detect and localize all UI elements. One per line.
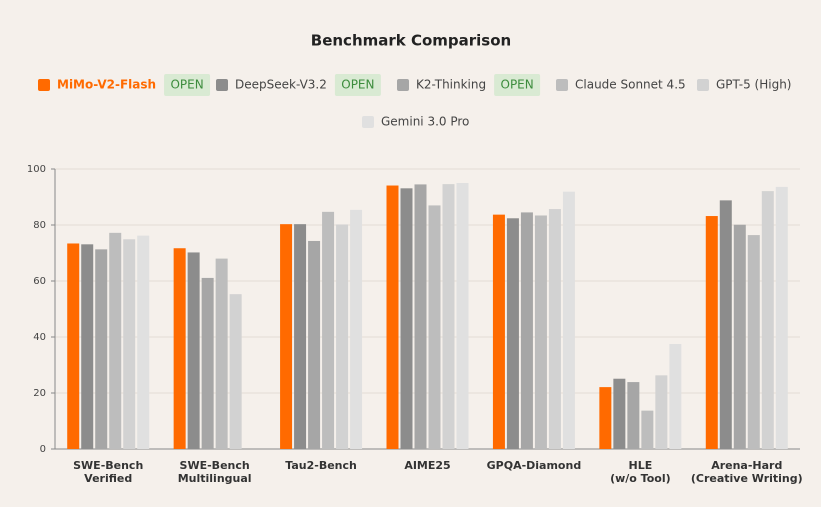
legend-label: Claude Sonnet 4.5 [575,78,686,92]
bar [627,382,640,449]
chart-title: Benchmark Comparison [311,32,511,50]
bar [201,277,214,449]
open-badge-label: OPEN [170,78,203,92]
bar [308,240,321,449]
bar [599,387,612,449]
bar [322,211,335,449]
bar [442,184,455,449]
bar [109,232,122,449]
legend-label: K2-Thinking [416,78,486,92]
x-tick-label: SWE-Bench Verified [73,459,143,485]
bar [719,200,732,449]
bar [67,243,80,449]
bar [506,218,519,449]
open-badge [334,74,381,96]
bar [187,252,200,449]
y-tick-label: 20 [33,388,46,399]
legend-swatch [362,116,374,128]
bar [775,186,788,450]
bar [669,344,682,449]
bar [294,224,307,449]
bar [761,191,774,449]
legend-label: MiMo-V2-Flash [57,78,156,92]
bar [456,183,469,449]
legend-label: Gemini 3.0 Pro [381,115,469,129]
legend-swatch [697,79,709,91]
bar [655,375,668,449]
bar [280,224,293,449]
bar [414,184,427,449]
y-tick-label: 60 [33,276,46,287]
y-tick-label: 80 [33,220,46,231]
bar [215,258,228,449]
bar [386,185,399,449]
bar [95,249,108,449]
bar [613,378,626,449]
legend-swatch [38,79,50,91]
bar [548,209,561,449]
open-badge-label: OPEN [341,78,374,92]
bar [705,216,718,449]
bar [733,224,746,449]
open-badge [164,74,211,96]
legend-swatch [556,79,568,91]
y-tick-label: 0 [40,444,46,455]
bar [173,248,186,449]
x-tick-label: GPQA-Diamond [487,459,582,472]
open-badge-label: OPEN [501,78,534,92]
bar [336,224,349,449]
legend-swatch [397,79,409,91]
x-tick-label: Tau2-Bench [285,459,357,472]
y-tick-label: 100 [27,164,46,175]
bar [641,410,654,449]
x-tick-label: SWE-Bench Multilingual [178,459,252,485]
bar [350,209,363,449]
bar [520,212,533,449]
bar [229,294,242,449]
bar [123,239,136,449]
bar [492,214,505,449]
bar [534,215,547,449]
bar [137,235,150,449]
x-tick-label: HLE (w/o Tool) [610,459,671,485]
legend-label: DeepSeek-V3.2 [235,78,327,92]
open-badge [494,74,541,96]
y-tick-label: 40 [33,332,46,343]
bar [562,191,575,449]
legend-swatch [216,79,228,91]
x-tick-label: Arena-Hard (Creative Writing) [691,459,803,485]
bar [81,244,94,449]
bar [747,235,760,449]
legend-label: GPT-5 (High) [716,78,792,92]
bar [400,188,413,449]
bar [428,205,441,449]
x-tick-label: AIME25 [404,459,450,472]
